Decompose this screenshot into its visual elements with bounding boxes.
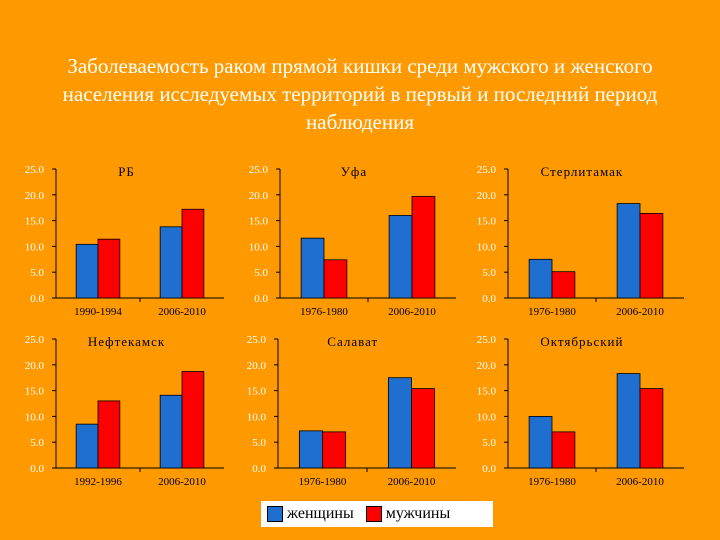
y-tick-label: 5.0 xyxy=(30,267,44,279)
y-tick-label: 15.0 xyxy=(25,216,45,228)
chart-title: Салават xyxy=(327,334,378,349)
y-tick-label: 20.0 xyxy=(247,360,267,372)
bar-women-1 xyxy=(528,258,553,299)
y-tick-label: 5.0 xyxy=(482,437,496,449)
y-tick-label: 5.0 xyxy=(482,267,496,279)
y-tick-label: 25.0 xyxy=(477,334,497,346)
y-tick-label: 0.0 xyxy=(482,293,496,305)
bar-men-2 xyxy=(639,388,664,469)
bar-women-2 xyxy=(159,394,183,469)
bar-men-1 xyxy=(551,271,576,299)
chart-3: 0.0 5.0 10.0 15.0 20.0 25.0 1976-1980 2006-2010… xyxy=(477,164,684,318)
y-tick-label: 0.0 xyxy=(252,463,266,475)
bar-women-2 xyxy=(616,203,641,299)
chart-title: Октябрьский xyxy=(540,334,623,349)
x-tick-label: 2006-2010 xyxy=(388,476,436,488)
x-tick-label: 2006-2010 xyxy=(616,476,664,488)
bar-men-1 xyxy=(551,431,576,469)
x-tick-label: 2006-2010 xyxy=(388,306,436,318)
x-tick-label: 1976-1980 xyxy=(528,306,576,318)
bar-men-2 xyxy=(639,212,664,299)
x-tick-label: 1976-1980 xyxy=(300,306,348,318)
y-tick-label: 15.0 xyxy=(477,386,497,398)
chart-5: 0.0 5.0 10.0 15.0 20.0 25.0 1976-1980 2006-2010… xyxy=(247,334,456,488)
x-tick-label: 1976-1980 xyxy=(299,476,347,488)
bar-men-1 xyxy=(97,400,121,469)
y-tick-label: 15.0 xyxy=(249,216,269,228)
slide-title: Заболеваемость раком прямой кишки среди … xyxy=(62,54,658,134)
y-tick-label: 25.0 xyxy=(247,334,267,346)
x-tick-label: 2006-2010 xyxy=(616,306,664,318)
y-tick-label: 10.0 xyxy=(477,411,497,423)
y-tick-label: 0.0 xyxy=(254,293,268,305)
x-tick-label: 2006-2010 xyxy=(158,476,206,488)
chart-1: 0.0 5.0 10.0 15.0 20.0 25.0 1990-1994 2006-2010… xyxy=(25,164,224,318)
y-tick-label: 5.0 xyxy=(254,267,268,279)
chart-title: Стерлитамак xyxy=(541,164,624,179)
y-tick-label: 20.0 xyxy=(25,360,45,372)
chart-title: Нефтекамск xyxy=(88,334,165,349)
chart-2: 0.0 5.0 10.0 15.0 20.0 25.0 1976-1980 2006-2010… xyxy=(249,164,456,318)
legend: женщины мужчины xyxy=(261,501,493,527)
x-tick-label: 1992-1996 xyxy=(74,476,122,488)
bar-women-1 xyxy=(298,430,323,469)
y-tick-label: 25.0 xyxy=(25,334,45,346)
legend-label-men: мужчины xyxy=(385,505,451,522)
bar-women-1 xyxy=(300,237,325,299)
y-tick-label: 20.0 xyxy=(25,190,45,202)
y-tick-label: 0.0 xyxy=(482,463,496,475)
bar-women-2 xyxy=(616,373,641,469)
y-tick-label: 5.0 xyxy=(30,437,44,449)
x-tick-label: 1990-1994 xyxy=(74,306,122,318)
y-tick-label: 10.0 xyxy=(247,411,267,423)
y-tick-label: 0.0 xyxy=(30,463,44,475)
y-tick-label: 10.0 xyxy=(249,241,269,253)
legend-swatch-men xyxy=(365,506,382,522)
bar-men-2 xyxy=(411,195,436,299)
y-tick-label: 0.0 xyxy=(30,293,44,305)
y-tick-label: 10.0 xyxy=(477,241,497,253)
y-tick-label: 10.0 xyxy=(25,411,45,423)
chart-title: РБ xyxy=(118,164,135,179)
bar-men-2 xyxy=(181,371,205,469)
y-tick-label: 20.0 xyxy=(249,190,269,202)
bar-men-1 xyxy=(97,238,121,299)
chart-4: 0.0 5.0 10.0 15.0 20.0 25.0 1992-1996 2006-2010… xyxy=(25,334,224,488)
bar-men-1 xyxy=(323,259,348,299)
bar-women-1 xyxy=(75,423,99,469)
y-tick-label: 15.0 xyxy=(247,386,267,398)
y-tick-label: 25.0 xyxy=(477,164,497,176)
y-tick-label: 5.0 xyxy=(252,437,266,449)
bar-women-2 xyxy=(159,226,183,299)
bar-men-2 xyxy=(181,208,205,299)
legend-entry-women: женщины xyxy=(267,505,354,523)
y-tick-label: 15.0 xyxy=(25,386,45,398)
y-tick-label: 15.0 xyxy=(477,216,497,228)
bar-women-1 xyxy=(75,243,99,299)
chart-title: Уфа xyxy=(341,164,367,179)
y-tick-label: 20.0 xyxy=(477,190,497,202)
x-tick-label: 2006-2010 xyxy=(158,306,206,318)
bar-women-1 xyxy=(528,415,553,469)
chart-6: 0.0 5.0 10.0 15.0 20.0 25.0 1976-1980 2006-2010… xyxy=(477,334,684,488)
y-tick-label: 10.0 xyxy=(25,241,45,253)
legend-swatch-women xyxy=(267,506,283,522)
legend-entry-men: мужчины xyxy=(365,505,451,523)
y-tick-label: 25.0 xyxy=(25,164,45,176)
y-tick-label: 25.0 xyxy=(249,164,269,176)
bar-men-1 xyxy=(322,431,347,469)
legend-label-women: женщины xyxy=(287,505,354,522)
x-tick-label: 1976-1980 xyxy=(528,476,576,488)
y-tick-label: 20.0 xyxy=(477,360,497,372)
bar-women-2 xyxy=(388,215,413,299)
bar-women-2 xyxy=(387,377,412,469)
bar-men-2 xyxy=(411,388,436,469)
